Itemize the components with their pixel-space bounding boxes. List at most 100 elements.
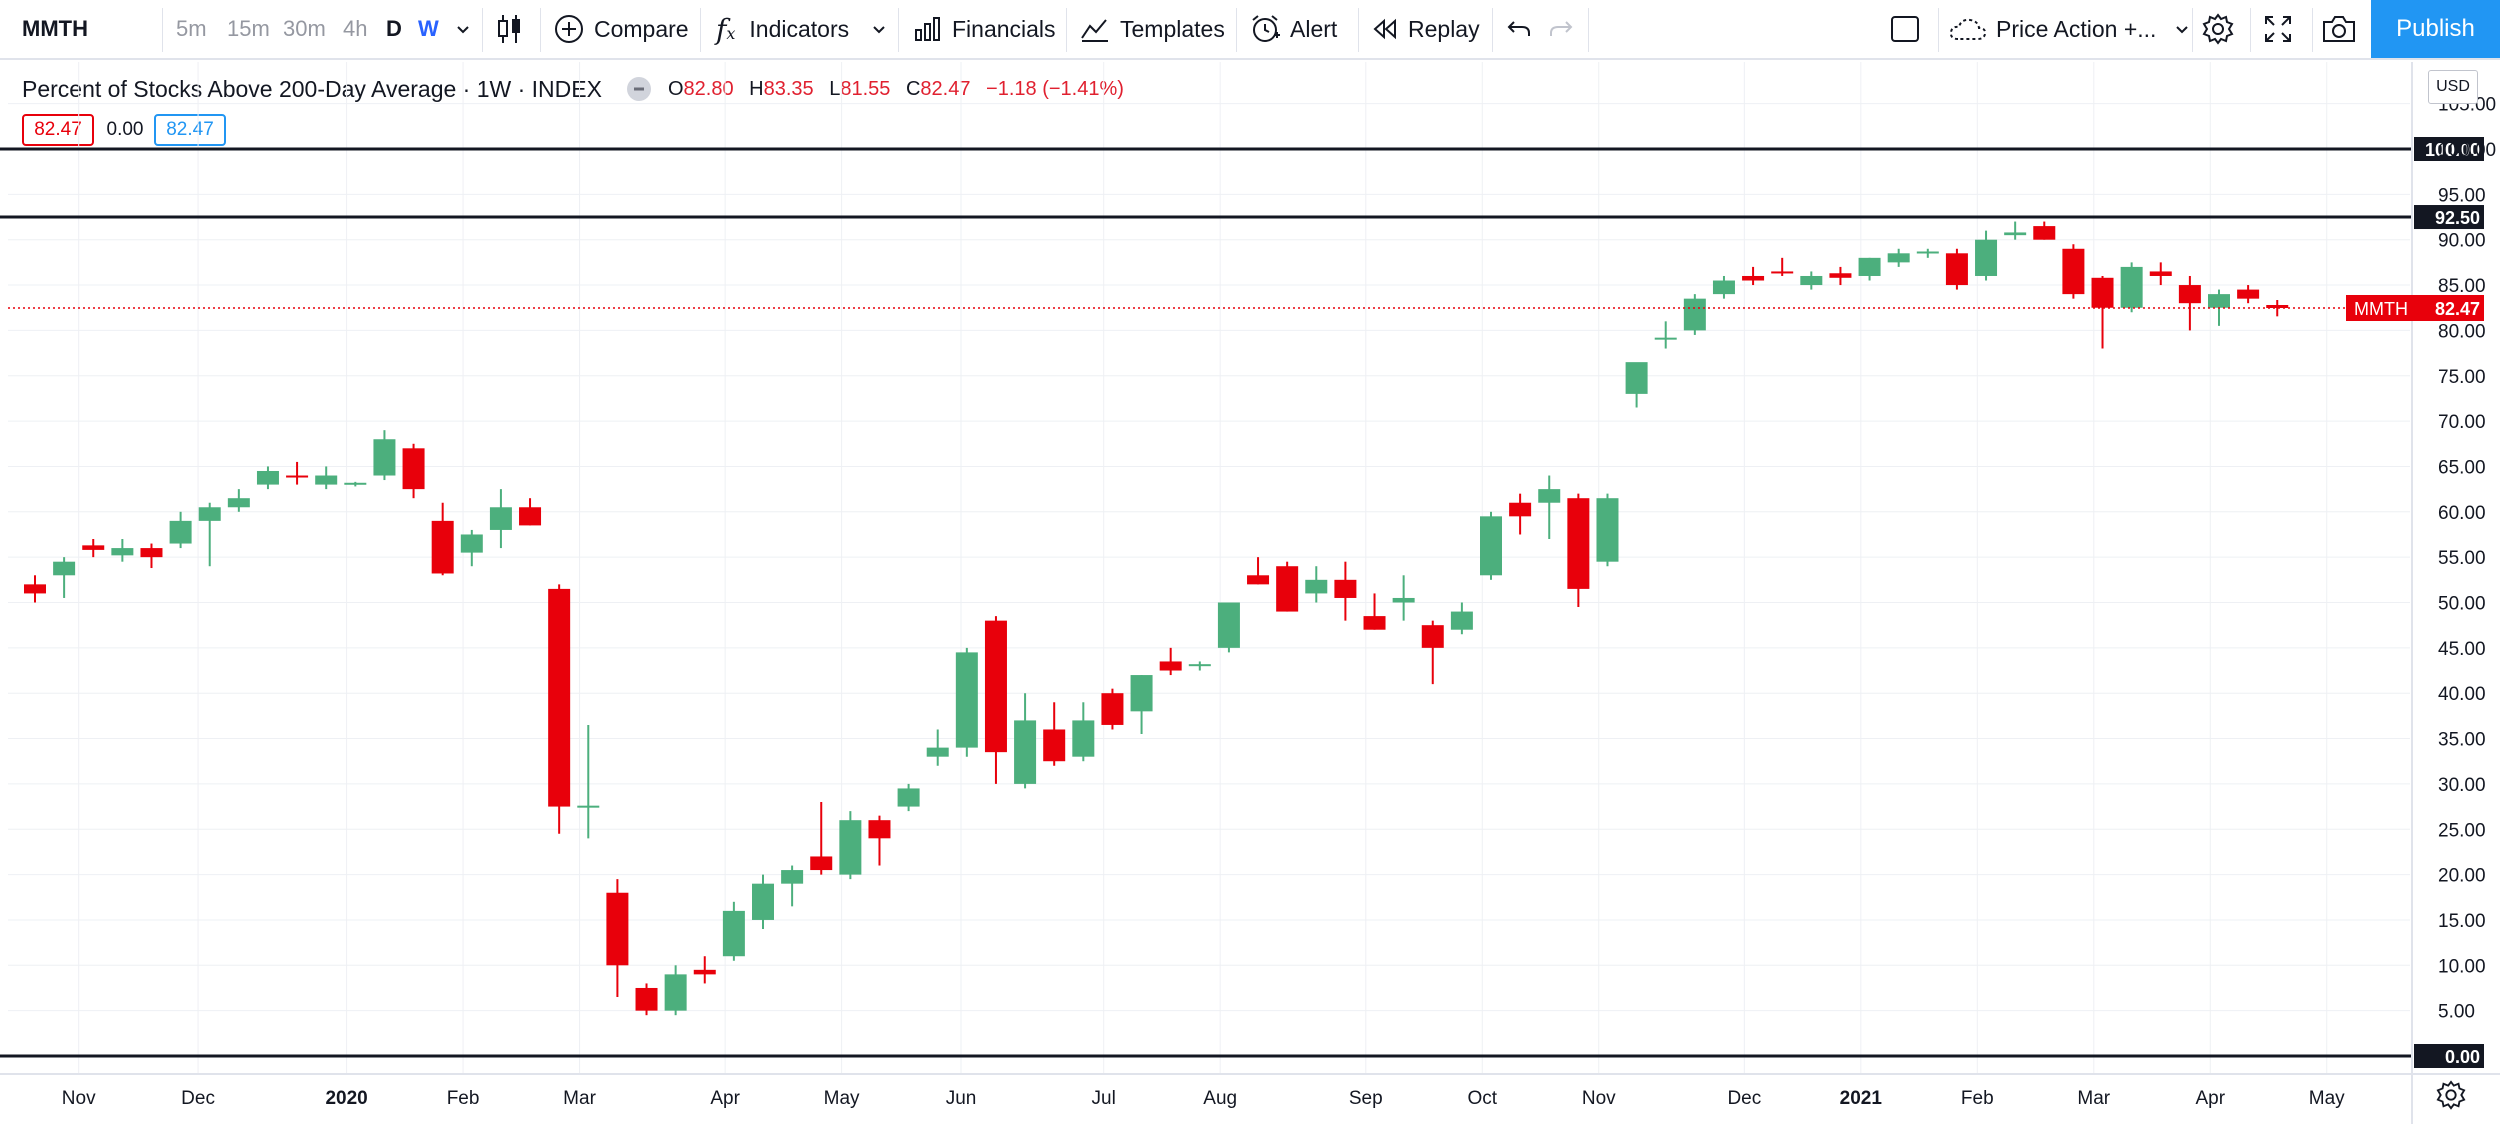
candle bbox=[1654, 321, 1677, 349]
alert-button[interactable]: Alert bbox=[1250, 0, 1337, 58]
financials-button[interactable]: Financials bbox=[914, 0, 1056, 58]
toolbar-divider bbox=[2312, 8, 2313, 52]
candle bbox=[722, 901, 745, 961]
candle bbox=[577, 724, 600, 839]
candle-body bbox=[519, 507, 542, 526]
x-tick-label: Feb bbox=[447, 1088, 480, 1109]
candles-chart-type-icon[interactable] bbox=[496, 0, 524, 58]
replay-label: Replay bbox=[1408, 15, 1480, 42]
candle-body bbox=[984, 620, 1007, 753]
candle-body bbox=[2091, 277, 2114, 308]
fullscreen-square-icon[interactable] bbox=[1890, 0, 1920, 58]
legend-collapse-icon[interactable] bbox=[626, 76, 652, 102]
high-value: 83.35 bbox=[763, 77, 814, 100]
undo-icon[interactable] bbox=[1506, 0, 1532, 58]
candle bbox=[1975, 230, 1998, 281]
candle-body bbox=[693, 969, 716, 975]
publish-button[interactable]: Publish bbox=[2371, 0, 2500, 58]
interval-w-button[interactable]: W bbox=[418, 16, 439, 41]
x-tick-label: Mar bbox=[563, 1088, 596, 1109]
candle-body bbox=[1334, 579, 1357, 598]
interval-4h-button[interactable]: 4h bbox=[343, 16, 368, 41]
candle-body bbox=[1975, 239, 1998, 276]
symbol-title[interactable]: Percent of Stocks Above 200-Day Average … bbox=[22, 75, 602, 102]
y-tick-label: 90.00 bbox=[2438, 231, 2486, 252]
close-label: C bbox=[905, 77, 921, 100]
interval-d-button[interactable]: D bbox=[386, 16, 402, 41]
candle bbox=[1276, 561, 1299, 612]
candle bbox=[53, 557, 76, 598]
candle-body bbox=[2004, 232, 2027, 236]
candle bbox=[460, 529, 483, 567]
candle-body bbox=[752, 883, 774, 920]
alert-label: Alert bbox=[1290, 15, 1338, 42]
currency-label[interactable]: USD bbox=[2428, 70, 2478, 104]
chart-legend: Percent of Stocks Above 200-Day Average … bbox=[22, 72, 1124, 106]
y-tick-label: 30.00 bbox=[2438, 775, 2486, 796]
y-tick-label: 35.00 bbox=[2438, 730, 2486, 751]
candle bbox=[1392, 575, 1415, 621]
last-price-label: MMTH 82.47 bbox=[2346, 294, 2484, 321]
axis-settings-gear-icon[interactable] bbox=[2436, 1080, 2466, 1115]
candle bbox=[2266, 300, 2289, 317]
toolbar-divider bbox=[1236, 8, 1237, 52]
interval-5m-button[interactable]: 5m bbox=[176, 16, 207, 41]
candle-body bbox=[1072, 720, 1095, 757]
candle bbox=[198, 502, 221, 567]
y-tick-label: 40.00 bbox=[2438, 684, 2486, 705]
candle-body bbox=[868, 820, 891, 839]
candle-body bbox=[810, 856, 833, 871]
fullscreen-expand-icon[interactable] bbox=[2264, 0, 2292, 58]
candle-body bbox=[1829, 273, 1852, 278]
candle bbox=[548, 584, 571, 834]
candle-body bbox=[1014, 720, 1037, 784]
x-tick-label: Mar bbox=[2077, 1088, 2110, 1109]
candle-body bbox=[1654, 337, 1677, 340]
candle bbox=[1421, 620, 1444, 685]
indicators-chevron-icon bbox=[871, 21, 887, 37]
candle bbox=[2120, 262, 2143, 313]
x-tick-label: Apr bbox=[2195, 1088, 2225, 1109]
price-axis: 5.00 10.00 15.00 20.00 25.00 30.00 35.00 40.00 4… bbox=[2411, 62, 2496, 1124]
candle bbox=[984, 616, 1007, 784]
candle-body bbox=[1945, 253, 1968, 286]
candle bbox=[2062, 244, 2085, 299]
compare-button[interactable]: Compare bbox=[554, 0, 689, 58]
x-tick-label: Feb bbox=[1961, 1088, 1994, 1109]
candle bbox=[2004, 221, 2027, 240]
toolbar-divider bbox=[898, 8, 899, 52]
settings-gear-icon[interactable] bbox=[2202, 0, 2234, 58]
interval-dropdown-chevron-icon[interactable] bbox=[455, 0, 471, 58]
redo-icon[interactable] bbox=[1548, 0, 1574, 58]
candle bbox=[1363, 593, 1386, 630]
interval-15m-button[interactable]: 15m bbox=[227, 16, 270, 41]
candle bbox=[1101, 688, 1124, 730]
candle bbox=[2149, 262, 2172, 286]
indicators-button[interactable]: fx Indicators bbox=[716, 0, 887, 58]
low-label: L bbox=[829, 77, 841, 100]
alarm-clock-icon bbox=[1250, 14, 1280, 44]
camera-snapshot-icon[interactable] bbox=[2322, 0, 2356, 58]
price-labels: MMTH 82.47 bbox=[8, 294, 2484, 321]
candle bbox=[1305, 566, 1328, 603]
candle bbox=[286, 461, 309, 485]
value-pill-1: 82.47 bbox=[22, 114, 94, 146]
value-pill-2: 0.00 bbox=[106, 119, 144, 140]
candle bbox=[111, 539, 134, 562]
interval-30m-button[interactable]: 30m bbox=[283, 16, 326, 41]
templates-button[interactable]: Templates bbox=[1080, 0, 1225, 58]
candle-body bbox=[140, 548, 163, 558]
candle-body bbox=[489, 507, 512, 530]
candle-body bbox=[1043, 729, 1066, 762]
price-label-box bbox=[2414, 137, 2484, 161]
candle-body bbox=[227, 498, 250, 508]
candle-body bbox=[1771, 271, 1794, 274]
replay-button[interactable]: Replay bbox=[1372, 0, 1480, 58]
candle bbox=[24, 575, 46, 603]
layout-dropdown-button[interactable]: Price Action +... bbox=[1948, 0, 2190, 58]
y-tick-label: 80.00 bbox=[2438, 321, 2486, 342]
toolbar-divider bbox=[540, 8, 541, 52]
candle-body bbox=[577, 805, 600, 808]
symbol-search-button[interactable]: MMTH bbox=[22, 0, 88, 58]
